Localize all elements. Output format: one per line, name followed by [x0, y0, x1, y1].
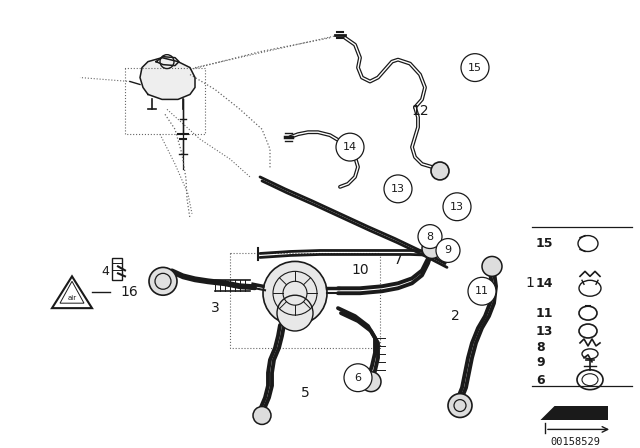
Text: 13: 13 — [450, 202, 464, 212]
Text: 13: 13 — [391, 184, 405, 194]
Circle shape — [431, 162, 449, 180]
Text: 15: 15 — [468, 63, 482, 73]
Text: 5: 5 — [301, 386, 309, 400]
Circle shape — [361, 372, 381, 392]
Circle shape — [336, 133, 364, 161]
Text: 4: 4 — [101, 265, 109, 278]
Circle shape — [443, 193, 471, 221]
Circle shape — [468, 277, 496, 305]
Bar — [540, 405, 608, 421]
Polygon shape — [540, 405, 555, 421]
Text: 00158529: 00158529 — [550, 437, 600, 448]
Text: air: air — [67, 295, 77, 301]
Circle shape — [344, 364, 372, 392]
Text: 11: 11 — [536, 306, 554, 319]
Text: 16: 16 — [120, 285, 138, 299]
Bar — [112, 258, 122, 280]
Text: 7: 7 — [394, 254, 403, 267]
Text: 9: 9 — [536, 356, 545, 369]
Circle shape — [263, 262, 327, 325]
Text: 14: 14 — [343, 142, 357, 152]
Text: 6: 6 — [355, 373, 362, 383]
Text: 6: 6 — [536, 374, 545, 387]
Text: 1: 1 — [525, 276, 534, 290]
Circle shape — [422, 238, 442, 258]
Circle shape — [461, 54, 489, 82]
Circle shape — [384, 175, 412, 203]
Circle shape — [149, 267, 177, 295]
Circle shape — [418, 224, 442, 249]
Circle shape — [253, 406, 271, 424]
Text: 14: 14 — [536, 277, 554, 290]
Text: 3: 3 — [211, 301, 220, 315]
Circle shape — [448, 394, 472, 418]
Circle shape — [436, 238, 460, 263]
Text: 15: 15 — [536, 237, 554, 250]
Text: 8: 8 — [426, 232, 433, 241]
Text: 10: 10 — [351, 263, 369, 277]
Text: 2: 2 — [451, 309, 460, 323]
Polygon shape — [140, 58, 195, 99]
Text: 11: 11 — [475, 286, 489, 296]
Text: 12: 12 — [411, 104, 429, 118]
Circle shape — [482, 256, 502, 276]
Text: 13: 13 — [536, 324, 554, 337]
Text: 8: 8 — [536, 341, 545, 354]
Circle shape — [277, 295, 313, 331]
Text: 9: 9 — [444, 246, 452, 255]
